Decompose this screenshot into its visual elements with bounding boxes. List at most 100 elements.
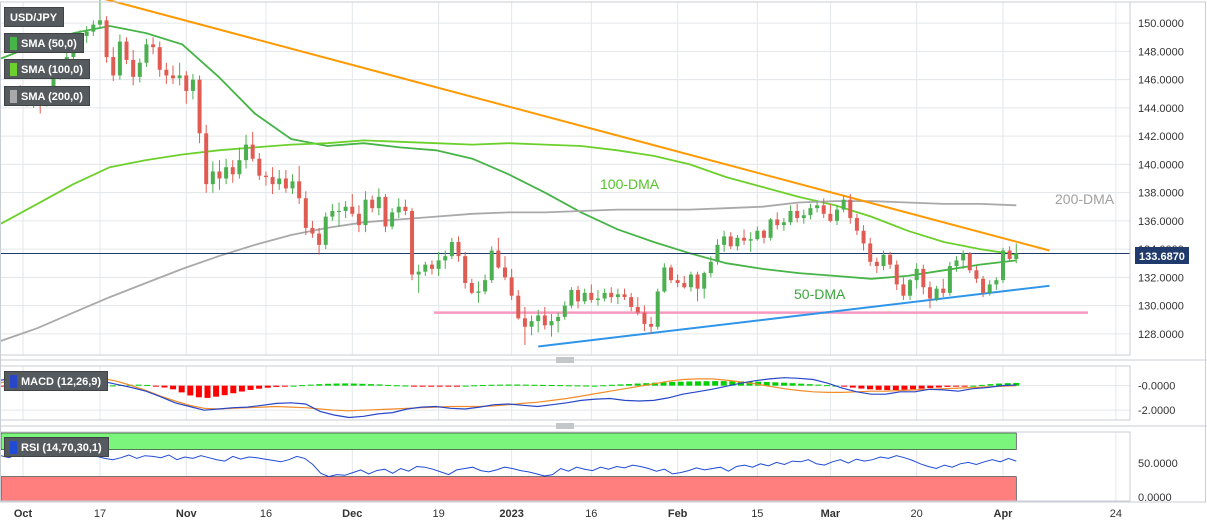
candle-body [708, 261, 713, 274]
macd-histogram-bar [238, 385, 245, 392]
candle-body [522, 318, 527, 327]
price-tick-label: 144.0000 [1138, 103, 1184, 115]
macd-histogram-bar [462, 385, 469, 387]
candle-body [981, 278, 986, 293]
macd-histogram-bar [755, 381, 762, 386]
support-trendline [538, 284, 1050, 348]
candle-body [277, 178, 282, 185]
candle-body [688, 274, 693, 288]
x-tick-label: 24 [1110, 508, 1122, 520]
macd-histogram-bar [204, 385, 211, 398]
candle-body [350, 206, 355, 214]
candle-body [781, 222, 786, 226]
candle-body [310, 227, 315, 234]
candle-body [131, 59, 136, 77]
sma-100-swatch [10, 63, 17, 76]
candle-body [622, 294, 627, 298]
candle-body [615, 294, 620, 298]
macd-signal-line [0, 373, 1017, 412]
candle-body [317, 233, 322, 245]
legend-sma-200[interactable]: SMA (200,0) [4, 86, 90, 106]
candle-body [124, 41, 129, 60]
macd-histogram-bar [540, 384, 547, 386]
macd-histogram-bar [677, 381, 684, 386]
macd-histogram-bar [867, 385, 874, 390]
candle-body [171, 75, 175, 79]
macd-histogram-bar [901, 385, 908, 390]
candle-body [297, 181, 302, 199]
candle-body [111, 57, 116, 76]
rsi-swatch [10, 441, 17, 454]
x-tick-label: Oct [14, 508, 33, 520]
candle-body [323, 216, 328, 245]
macd-histogram-bar [978, 384, 985, 386]
macd-histogram-bar [927, 385, 934, 389]
candle-body [157, 47, 162, 70]
macd-histogram-bar [892, 385, 899, 391]
legend-sma-100[interactable]: SMA (100,0) [4, 59, 90, 79]
price-tick-label: 132.0000 [1138, 272, 1184, 284]
sma-200-swatch [10, 90, 17, 103]
macd-histogram-bar [858, 385, 865, 389]
candle-body [396, 206, 401, 213]
legend-symbol[interactable]: USD/JPY [4, 7, 65, 27]
macd-histogram-bar [436, 385, 443, 387]
macd-histogram-bar [428, 385, 435, 387]
macd-histogram-bar [548, 385, 555, 387]
macd-histogram-bar [686, 381, 693, 386]
rsi-oversold-zone [0, 476, 1017, 502]
candle-body [941, 288, 946, 293]
macd-histogram-bar [970, 385, 977, 387]
legend-rsi[interactable]: RSI (14,70,30,1) [4, 437, 109, 457]
macd-histogram-bar [0, 385, 4, 387]
macd-histogram-bar [178, 385, 185, 393]
macd-histogram-bar [299, 385, 306, 387]
sma-line-100-dma [0, 139, 1017, 256]
macd-histogram-bar [393, 385, 400, 387]
sma-50-swatch [10, 37, 17, 50]
candle-body [356, 213, 361, 226]
macd-histogram-bar [798, 383, 805, 386]
candle-body [801, 215, 806, 219]
candle-body [403, 206, 408, 211]
candle-body [509, 277, 514, 296]
macd-histogram-bar [1004, 383, 1011, 386]
legend-macd[interactable]: MACD (12,26,9) [4, 371, 109, 391]
candle-body [137, 62, 142, 77]
macd-histogram-bar [953, 385, 960, 387]
macd-histogram-bar [875, 385, 882, 390]
candle-body [410, 210, 415, 275]
candle-body [934, 288, 939, 299]
macd-tick-label: -0.0000 [1138, 381, 1175, 393]
macd-histogram-bar [109, 385, 116, 387]
x-tick-label: Apr [994, 508, 1014, 520]
candle-body [516, 295, 521, 319]
candle-body [151, 44, 156, 48]
macd-histogram-bar [643, 383, 650, 386]
candle-body [722, 236, 727, 245]
candle-body [337, 210, 341, 212]
macd-histogram-bar [789, 383, 796, 386]
candle-body [868, 243, 873, 262]
candle-body [423, 264, 428, 272]
candle-body [343, 206, 348, 211]
candle-body [429, 264, 434, 269]
candle-body [994, 280, 999, 285]
candle-body [702, 273, 707, 289]
candle-body [244, 144, 249, 161]
candle-body [954, 260, 959, 267]
legend-macd-text: MACD (12,26,9) [21, 376, 102, 388]
macd-histogram-bar [531, 384, 538, 386]
candle-body [582, 292, 587, 302]
macd-histogram-bar [247, 385, 254, 390]
candle-body [662, 267, 667, 292]
candle-body [549, 321, 554, 326]
candle-body [642, 312, 647, 324]
macd-histogram-bar [608, 384, 615, 386]
candle-body [682, 282, 687, 288]
macd-histogram-bar [170, 385, 177, 390]
macd-histogram-bar [583, 385, 590, 387]
candle-body [589, 292, 594, 300]
candle-body [190, 79, 195, 91]
legend-sma-50[interactable]: SMA (50,0) [4, 33, 84, 53]
